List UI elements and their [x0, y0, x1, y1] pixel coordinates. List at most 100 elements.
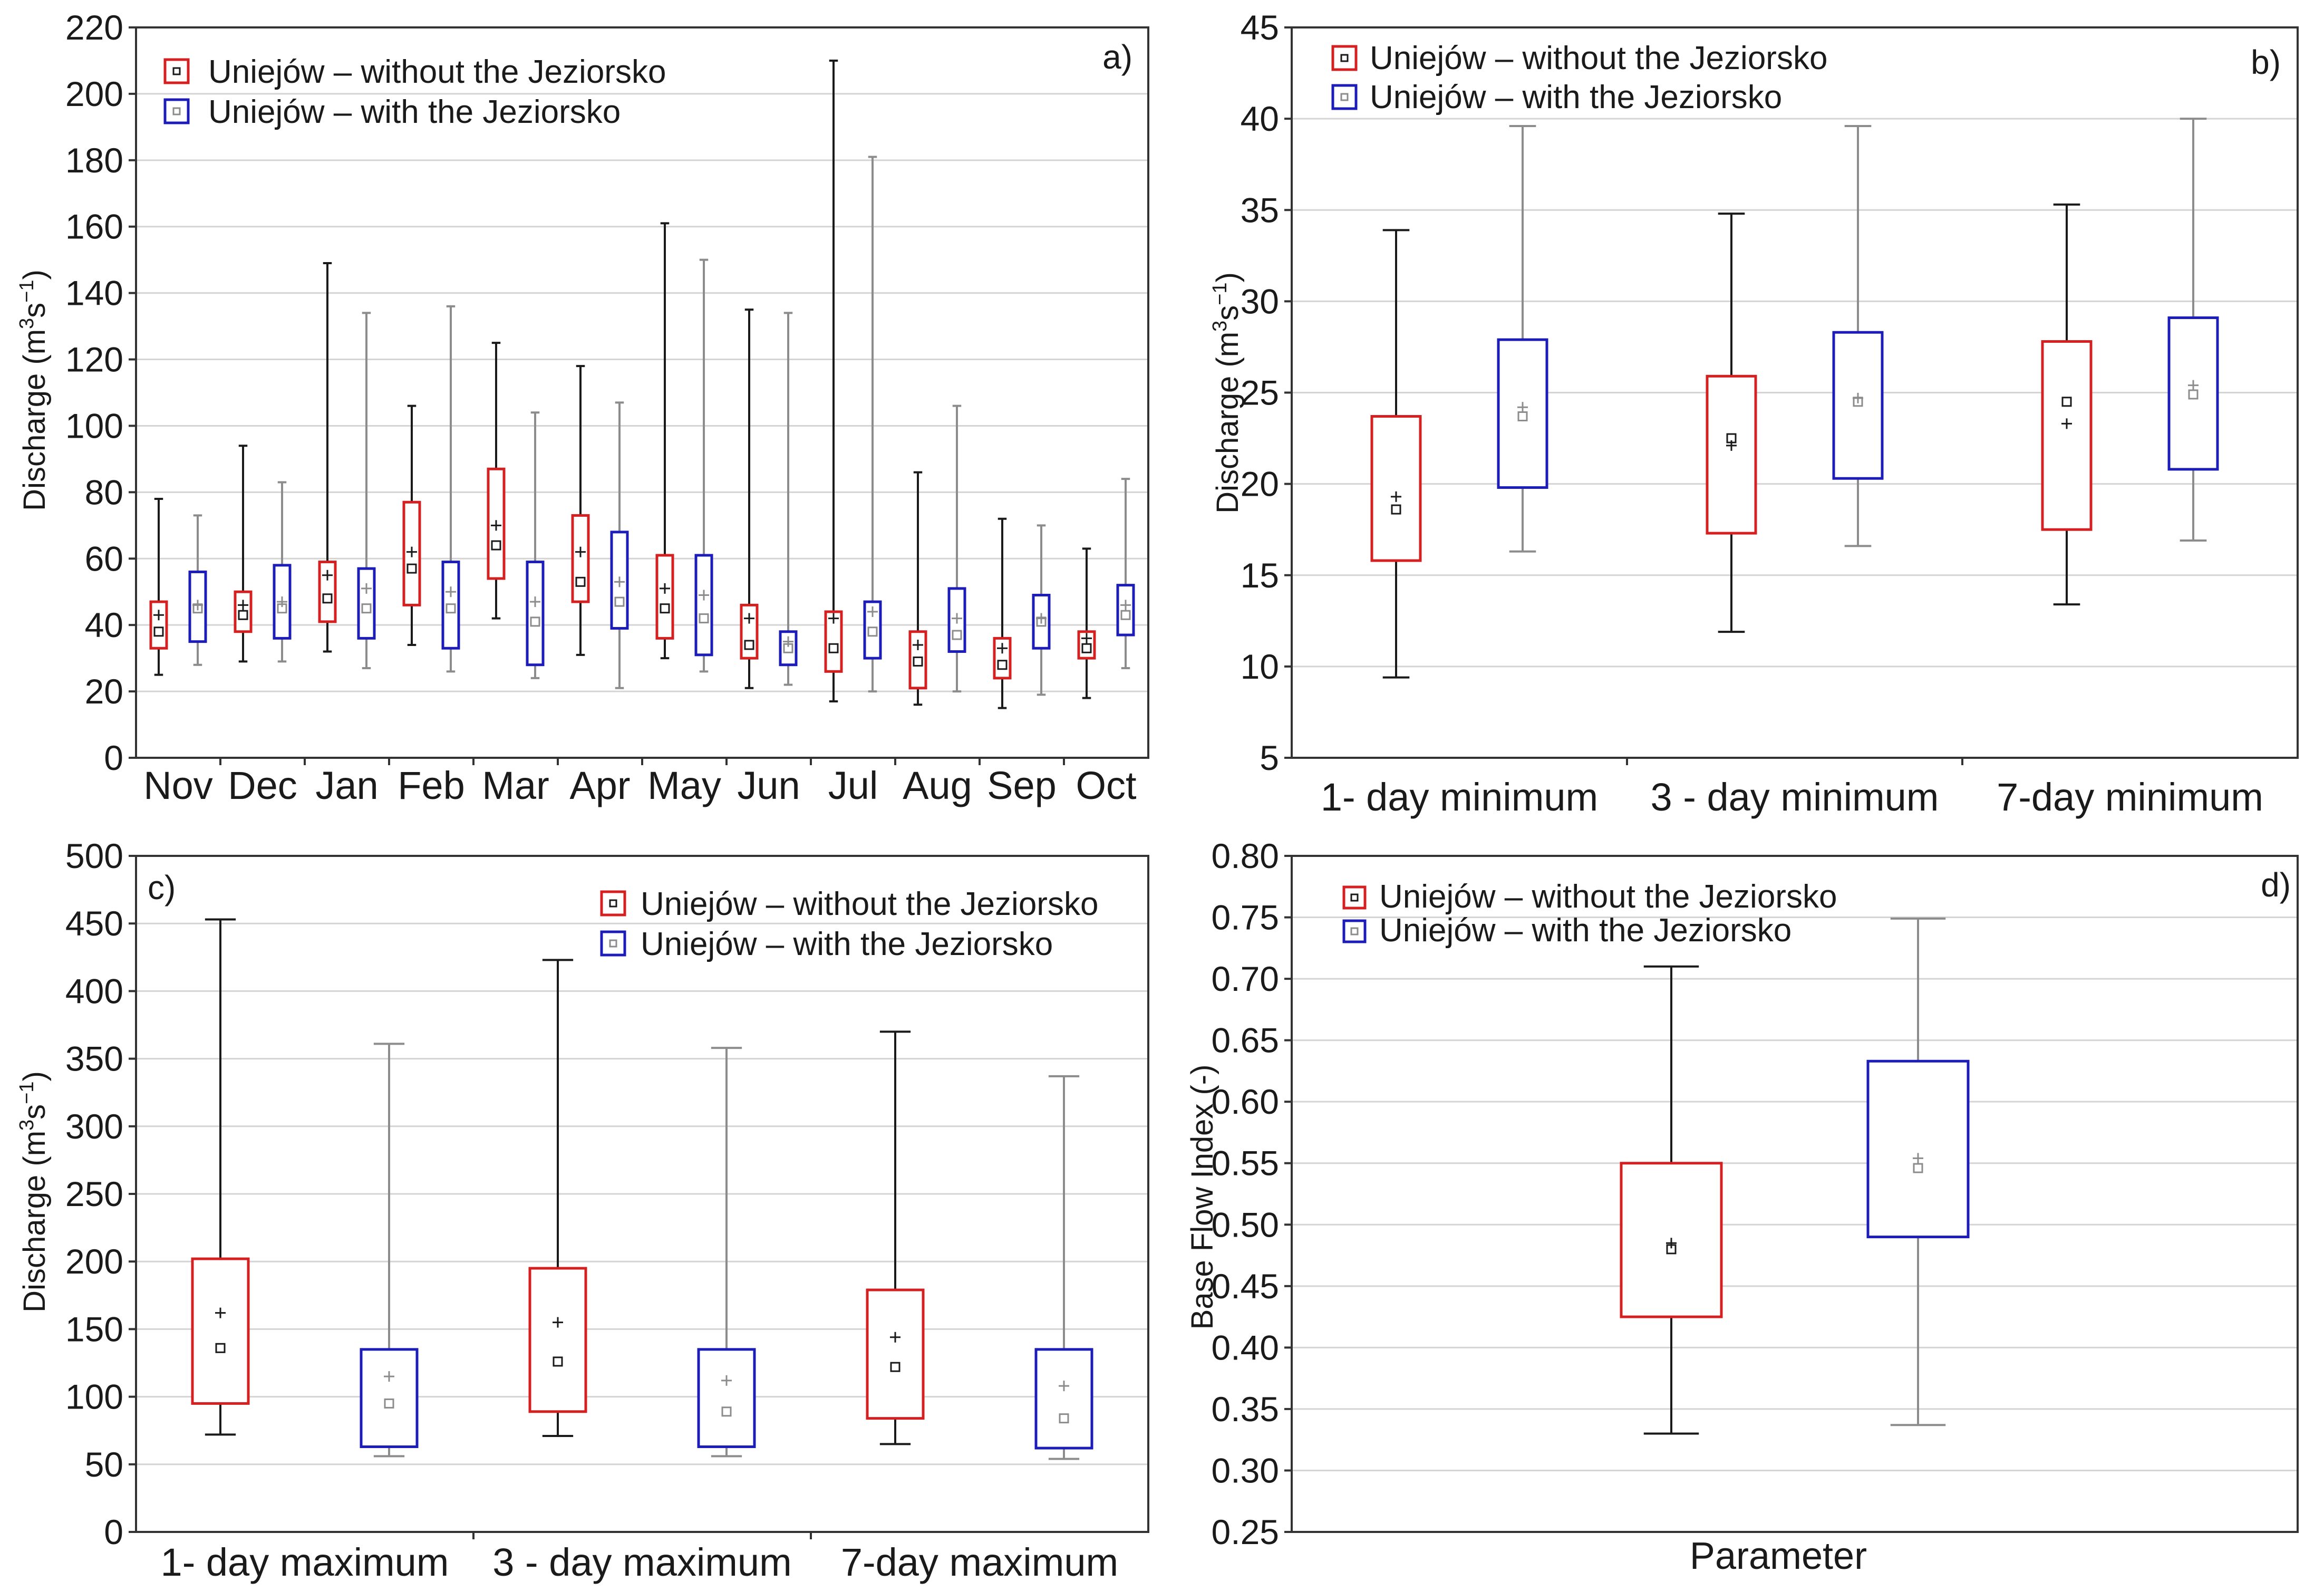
- box-iqr: [318, 561, 337, 623]
- box-without-jeziorsko: [487, 342, 506, 620]
- x-category-label: 1- day maximum: [161, 1540, 449, 1584]
- x-category-label: Sep: [987, 764, 1057, 807]
- box-iqr: [1034, 1348, 1093, 1450]
- median-marker: [361, 603, 372, 614]
- legend-marker-without: [609, 899, 617, 908]
- y-tick-label: 0.40: [1212, 1328, 1279, 1367]
- box-without-jeziorsko: [191, 918, 250, 1436]
- y-tick-label: 200: [65, 1242, 123, 1281]
- y-tick-label: 50: [85, 1445, 123, 1484]
- box-with-jeziorsko: [1034, 1075, 1093, 1460]
- y-tick-label: 400: [65, 971, 123, 1010]
- box-iqr: [441, 561, 460, 650]
- median-marker: [952, 630, 962, 640]
- box-iqr: [1706, 374, 1757, 535]
- box-iqr: [610, 531, 629, 630]
- box-without-jeziorsko: [402, 404, 421, 646]
- y-tick-label: 200: [65, 74, 123, 113]
- box-with-jeziorsko: [947, 404, 966, 693]
- box-without-jeziorsko: [655, 222, 674, 660]
- panel-c-maximum-discharge: 0 50 100 150 200 250 300 350 400 450 500 1- day ma…: [16, 836, 1149, 1584]
- box-without-jeziorsko: [1077, 547, 1096, 699]
- box-without-jeziorsko: [740, 308, 759, 689]
- box-with-jeziorsko: [357, 312, 376, 670]
- box-iqr: [526, 561, 545, 667]
- box-iqr: [866, 1288, 925, 1420]
- median-marker: [553, 1356, 563, 1367]
- y-tick-label: 140: [65, 274, 123, 313]
- box-without-jeziorsko: [2041, 203, 2093, 606]
- x-category-label: Mar: [482, 764, 549, 807]
- legend-swatch-with: [600, 930, 626, 957]
- box-iqr: [2041, 340, 2093, 531]
- median-marker: [1913, 1163, 1923, 1173]
- legend-marker-with: [172, 107, 181, 115]
- box-iqr: [149, 600, 168, 650]
- median-marker: [2061, 397, 2072, 407]
- legend-label-without: Uniejów – without the Jeziorsko: [641, 886, 1098, 922]
- y-tick-label: 180: [65, 141, 123, 180]
- box-with-jeziorsko: [1866, 917, 1970, 1426]
- panel-a-y-axis-title: Discharge (m3s−1): [16, 269, 52, 511]
- legend-label-with: Uniejów – with the Jeziorsko: [1379, 912, 1792, 949]
- box-with-jeziorsko: [779, 312, 798, 686]
- x-category-label: Jan: [315, 764, 378, 807]
- y-tick-label: 15: [1241, 556, 1279, 595]
- box-without-jeziorsko: [528, 959, 587, 1437]
- median-marker: [1391, 504, 1401, 515]
- median-marker: [867, 626, 878, 637]
- legend-label-with: Uniejów – with the Jeziorsko: [208, 94, 621, 130]
- x-category-label: Nov: [143, 764, 213, 807]
- box-with-jeziorsko: [697, 1047, 756, 1458]
- y-tick-label: 100: [65, 1377, 123, 1416]
- median-marker: [699, 613, 709, 624]
- legend-marker-with: [609, 939, 617, 948]
- panel-c-boxes: [191, 918, 1093, 1460]
- box-iqr: [655, 554, 674, 640]
- median-marker: [491, 540, 501, 551]
- x-category-label: 3 - day minimum: [1651, 775, 1939, 819]
- legend-swatch-with: [1331, 84, 1358, 110]
- box-with-jeziorsko: [1032, 524, 1051, 696]
- y-tick-label: 0.25: [1212, 1512, 1279, 1551]
- median-marker: [744, 640, 754, 650]
- box-iqr: [528, 1267, 587, 1413]
- box-with-jeziorsko: [526, 411, 545, 679]
- box-without-jeziorsko: [149, 497, 168, 676]
- panel-a-y-axis: 0 20 40 60 80 100 120 140 160 180 200 220: [65, 8, 136, 777]
- legend-label-without: Uniejów – without the Jeziorsko: [1370, 40, 1827, 76]
- panel-b-legend: Uniejów – without the Jeziorsko Uniejów …: [1331, 40, 1827, 115]
- legend-label-without: Uniejów – without the Jeziorsko: [1379, 879, 1837, 915]
- x-category-label: Jul: [828, 764, 878, 807]
- y-tick-label: 0.75: [1212, 898, 1279, 937]
- y-tick-label: 250: [65, 1174, 123, 1213]
- box-iqr: [947, 587, 966, 653]
- x-category-label: Apr: [569, 764, 630, 807]
- panel-c-label: c): [148, 869, 176, 907]
- median-marker: [890, 1362, 900, 1372]
- panel-d-plot-frame: [1291, 855, 2299, 1533]
- panel-c-y-axis-title: Discharge (m3s−1): [16, 1071, 52, 1313]
- legend-swatch-with: [163, 98, 190, 124]
- box-iqr: [234, 590, 253, 633]
- panel-c-y-axis: 0 50 100 150 200 250 300 350 400 450 500: [65, 836, 136, 1551]
- y-tick-label: 35: [1241, 190, 1279, 229]
- y-tick-label: 0.50: [1212, 1205, 1279, 1244]
- box-with-jeziorsko: [1832, 124, 1884, 547]
- panel-b-minimum-discharge: 5 10 15 20 25 30 35 40 45 1- day minimum 3 - day …: [1209, 8, 2299, 819]
- y-tick-label: 20: [85, 672, 123, 711]
- box-without-jeziorsko: [1620, 965, 1723, 1435]
- y-tick-label: 5: [1260, 738, 1279, 777]
- box-without-jeziorsko: [1370, 229, 1422, 679]
- x-category-label: 7-day maximum: [841, 1540, 1118, 1584]
- y-tick-label: 45: [1241, 8, 1279, 47]
- median-marker: [238, 610, 248, 620]
- median-marker: [997, 660, 1008, 670]
- panel-b-x-axis: 1- day minimum 3 - day minimum 7-day minim…: [1321, 758, 2263, 819]
- legend-swatch-without: [163, 58, 190, 84]
- y-tick-label: 40: [85, 605, 123, 644]
- box-iqr: [697, 1348, 756, 1448]
- y-tick-label: 450: [65, 904, 123, 943]
- panel-d-legend: Uniejów – without the Jeziorsko Uniejów …: [1342, 879, 1837, 949]
